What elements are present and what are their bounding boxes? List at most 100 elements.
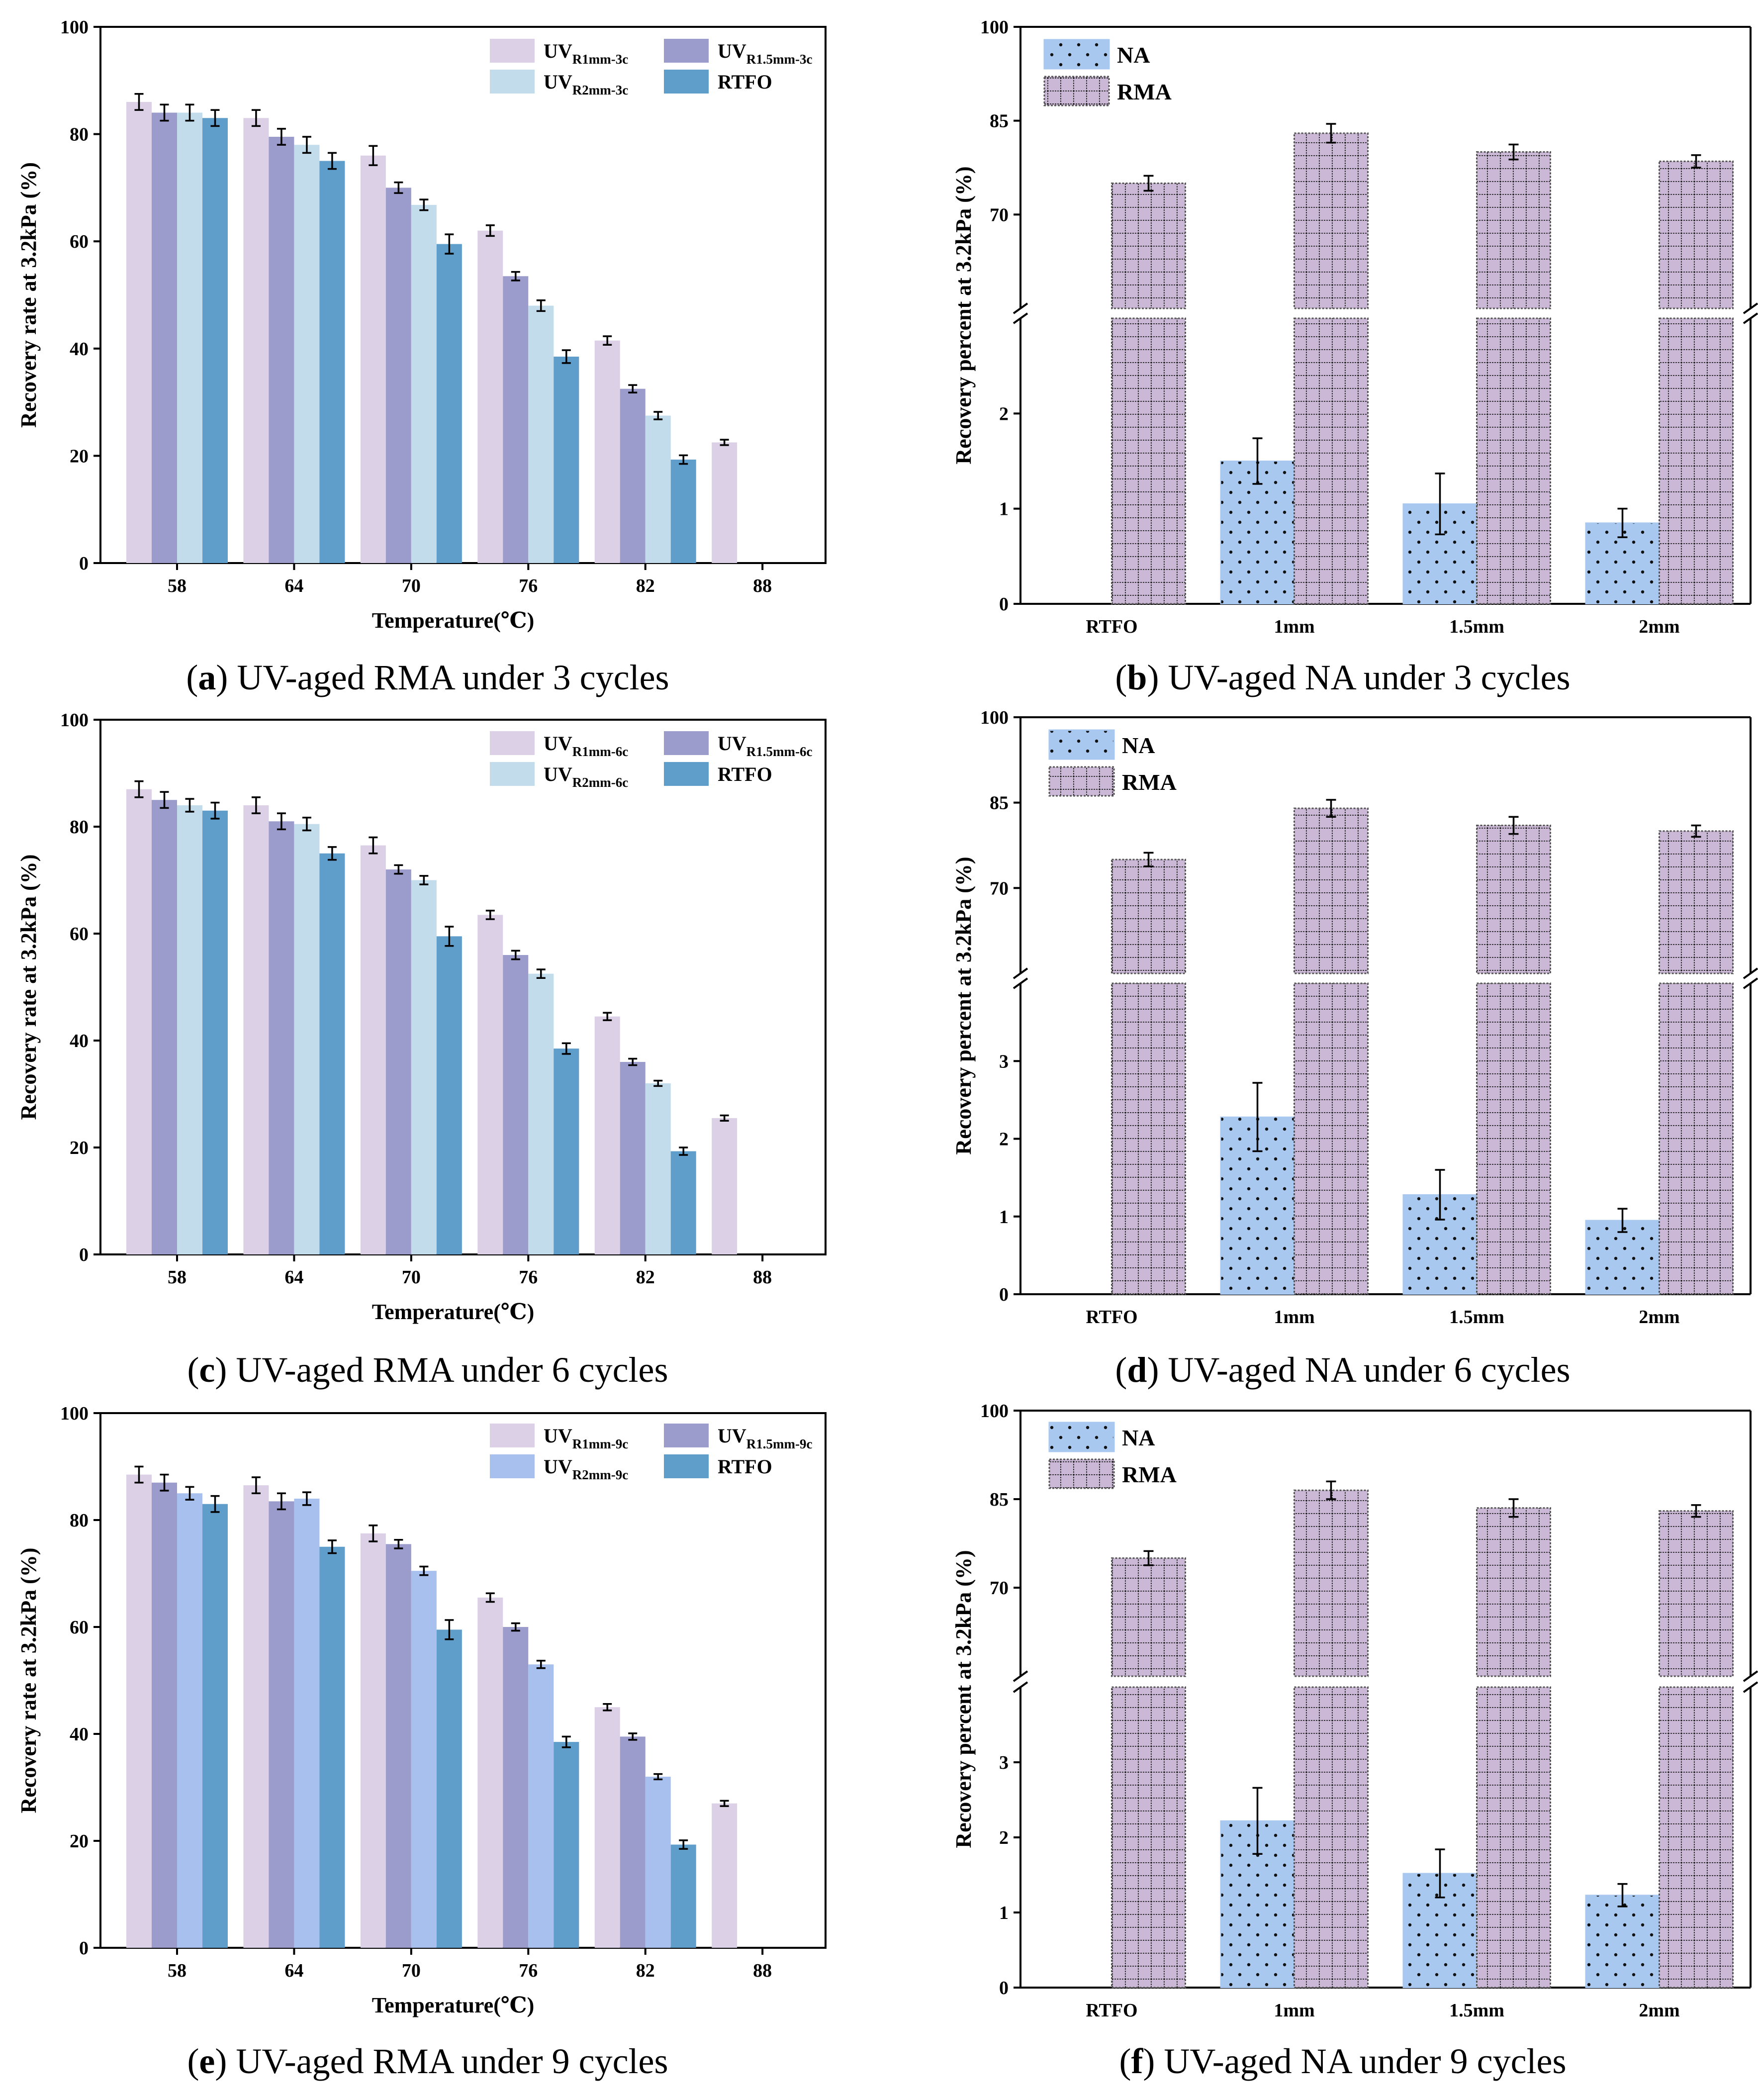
bar-RMA-upper-1.5mm — [1476, 151, 1551, 309]
chart-panel-b: 70 85 100 0 1 2 RTFO 1mm 1.5mm 2mm Recovery percen… — [951, 17, 1758, 697]
bar-R1p5mm-76 — [503, 276, 529, 563]
break-mark-upper — [1013, 967, 1028, 979]
y-tick-label: 0 — [79, 553, 89, 574]
x-tick-label: 1.5mm — [1449, 616, 1504, 637]
legend-swatch-R1p5mm — [664, 731, 709, 755]
x-axis-title: Temperature(℃) — [372, 608, 534, 633]
break-mark-lower — [1013, 312, 1028, 324]
bar-RTFO-70 — [436, 936, 462, 1254]
bar-R1mm-88 — [712, 1118, 738, 1254]
legend-swatch-R1p5mm — [664, 1424, 709, 1447]
bar-RMA-upper-1mm — [1294, 132, 1369, 309]
bar-R2mm_light-76 — [528, 305, 554, 563]
y-tick-label-lower: 2 — [999, 403, 1009, 424]
bar-RMA-lower-2mm — [1659, 982, 1734, 1295]
legend-swatch-R1mm — [490, 1424, 535, 1447]
bar-RTFO-64 — [319, 1546, 345, 1948]
bar-NA-1mm — [1220, 461, 1295, 604]
bar-R1mm-76 — [477, 915, 503, 1254]
bar-R1mm-64 — [243, 118, 269, 563]
legend-label-RMA: RMA — [1117, 79, 1172, 104]
x-tick-label: 58 — [168, 575, 186, 596]
legend-swatch-RMA — [1048, 766, 1115, 797]
y-tick-label-upper: 85 — [990, 1489, 1009, 1510]
y-tick-label: 60 — [70, 1617, 89, 1638]
x-tick-label: 64 — [284, 1267, 303, 1288]
bar-RTFO-76 — [554, 1742, 579, 1948]
bar-R1p5mm-64 — [269, 136, 294, 563]
y-tick-label: 60 — [70, 924, 89, 945]
bar-R2mm_9c-64 — [294, 1499, 320, 1948]
bar-RTFO-70 — [436, 1629, 462, 1948]
bar-NA-2mm — [1585, 1895, 1660, 1989]
legend-label-RMA: RMA — [1122, 1462, 1177, 1487]
legend-label-RTFO: RTFO — [718, 1455, 772, 1478]
y-tick-label: 60 — [70, 231, 89, 252]
break-mark-upper — [1743, 1670, 1758, 1682]
x-tick-label: 88 — [753, 1267, 772, 1288]
bar-RTFO-76 — [554, 356, 579, 563]
legend-label-RTFO: RTFO — [718, 71, 772, 93]
x-tick-label: 64 — [284, 575, 303, 596]
bar-RMA-upper-1mm — [1294, 807, 1369, 974]
x-tick-label: RTFO — [1086, 1307, 1137, 1328]
bar-R2mm_9c-82 — [645, 1777, 671, 1948]
bar-R1p5mm-64 — [269, 1501, 294, 1948]
plot-frame — [99, 719, 827, 1255]
y-axis-title: Recovery rate at 3.2kPa (%) — [16, 855, 41, 1120]
legend-label-NA: NA — [1117, 42, 1150, 68]
bar-RMA-upper-2mm — [1659, 160, 1734, 309]
legend-swatch-RTFO — [664, 70, 709, 94]
y-tick-label-lower: 2 — [999, 1827, 1009, 1848]
bar-RMA-lower-2mm — [1659, 317, 1734, 605]
y-tick-label-lower: 0 — [999, 1978, 1009, 1999]
x-tick-label: 88 — [753, 1960, 772, 1981]
bar-R1mm-76 — [477, 230, 503, 563]
chart-panel-c: 0 20 40 60 80 100 58 64 70 76 82 88 Temperature(℃) Re… — [16, 710, 827, 1390]
x-tick-label: 82 — [636, 1960, 655, 1981]
bar-RMA-upper-RTFO — [1111, 182, 1186, 309]
y-tick-label: 0 — [79, 1244, 89, 1265]
x-tick-label: 76 — [519, 1960, 538, 1981]
bar-R2mm_light-70 — [411, 204, 437, 563]
bar-RMA-upper-RTFO — [1111, 1557, 1186, 1677]
legend-swatch-R2mm_light — [490, 762, 535, 786]
bar-RMA-lower-RTFO — [1111, 1686, 1186, 1989]
y-tick-label-upper: 100 — [980, 1401, 1009, 1422]
bar-R1mm-64 — [243, 1485, 269, 1948]
legend: NA RMA — [1043, 39, 1172, 106]
bar-RTFO-82 — [670, 459, 696, 563]
y-tick-label: 80 — [70, 124, 89, 145]
break-mark-lower — [1743, 1681, 1758, 1693]
y-tick-label-upper: 85 — [990, 793, 1009, 814]
legend-label-R1mm: UVR1mm-3c — [544, 40, 628, 67]
bar-R1mm-82 — [594, 340, 620, 563]
x-tick-label: 1.5mm — [1449, 2000, 1504, 2021]
bar-RMA-upper-2mm — [1659, 830, 1734, 974]
y-axis-title: Recovery percent at 3.2kPa (%) — [951, 857, 976, 1154]
bar-R1mm-88 — [712, 442, 738, 563]
legend-swatch-RMA — [1048, 1458, 1115, 1489]
x-tick-label: 2mm — [1639, 616, 1679, 637]
bar-R2mm_9c-76 — [528, 1664, 554, 1948]
legend: UVR1mm-3c UVR1.5mm-3c UVR2mm-3c RTFO — [490, 39, 813, 97]
y-tick-label-upper: 70 — [990, 878, 1009, 899]
bar-RTFO-58 — [202, 118, 228, 563]
bar-RMA-upper-1.5mm — [1476, 824, 1551, 974]
bar-R1p5mm-58 — [152, 112, 177, 564]
y-tick-label-upper: 85 — [990, 111, 1009, 132]
y-tick-label: 100 — [60, 710, 89, 731]
x-tick-label: 58 — [168, 1267, 186, 1288]
bar-RMA-lower-2mm — [1659, 1686, 1734, 1989]
y-tick-label-lower: 0 — [999, 1284, 1009, 1305]
legend-swatch-NA — [1043, 39, 1110, 70]
chart-panel-a: 0 20 40 60 80 100 58 64 70 76 82 88 Temperature(℃) Re… — [16, 17, 827, 697]
legend: UVR1mm-6c UVR1.5mm-6c UVR2mm-6c RTFO — [490, 731, 813, 790]
caption-c: (c) UV-aged RMA under 6 cycles — [187, 1350, 668, 1390]
bar-R2mm_light-64 — [294, 145, 320, 563]
bar-R1mm-70 — [360, 155, 386, 564]
bar-R2mm_light-58 — [177, 112, 202, 564]
bar-R1mm-82 — [594, 1707, 620, 1948]
bar-R1p5mm-82 — [620, 1062, 646, 1254]
